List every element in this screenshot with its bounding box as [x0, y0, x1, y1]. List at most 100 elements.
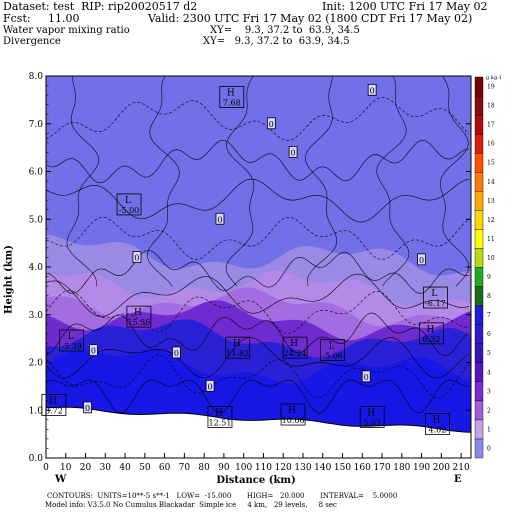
extremum-value: 5.02: [363, 418, 381, 427]
colorbar-swatch: [474, 343, 484, 363]
extremum-type: H: [290, 339, 298, 349]
colorbar-swatch: [474, 286, 484, 306]
x-tick-label: 190: [413, 463, 430, 473]
divergence-contour-v3: [304, 75, 338, 287]
extremum-box: [41, 394, 67, 416]
x-tick-label: 80: [198, 463, 210, 473]
extremum-type: H: [227, 88, 235, 98]
x-tick-label: 180: [393, 463, 410, 473]
x-axis-title: Distance (km): [216, 475, 296, 486]
x-start-label: W: [55, 474, 67, 485]
zero-contour-label: 0: [85, 404, 90, 413]
y-tick-label: 1.0: [29, 406, 44, 416]
extremum-type: H: [134, 308, 142, 318]
x-tick-label: 0: [43, 463, 49, 473]
extremum-type: H: [233, 339, 241, 349]
dataset-header: Dataset: test RIP: rip20020517 d2: [3, 0, 198, 13]
extremum-value: 6.32: [423, 335, 441, 344]
zero-contour-box: [83, 401, 92, 414]
colorbar-tick-label: 5: [487, 350, 491, 357]
extremum-type: L: [125, 196, 131, 206]
extremum-value: -5.39: [61, 342, 82, 351]
colorbar-swatch: [474, 114, 484, 135]
extremum-box: [359, 406, 385, 428]
x-tick-label: 10: [60, 463, 72, 473]
colorbar-tick-label: 19: [487, 84, 495, 91]
divergence-contour-10: [45, 97, 470, 141]
divergence-contour-0: [45, 379, 470, 414]
x-tick-label: 120: [275, 463, 292, 473]
colorbar-tick-label: 15: [487, 160, 495, 167]
zero-contour-box: [132, 251, 142, 263]
extremum-type: H: [432, 416, 440, 426]
extremum-type: L: [68, 332, 74, 342]
colorbar-tick-label: 2: [487, 407, 491, 414]
extremum-box: [207, 406, 233, 428]
colorbar-tick-label: 6: [487, 331, 491, 338]
colorbar-tick-label: 8: [487, 293, 491, 300]
extremum-value: 3.72: [45, 406, 63, 415]
extremum-box: [116, 193, 142, 216]
x-tick-label: 100: [235, 463, 252, 473]
contour-info: CONTOURS: UNITS=10**-5 s**-1 LOW= -15.00…: [47, 492, 398, 500]
x-tick-label: 150: [334, 463, 351, 473]
zero-contour-box: [288, 145, 298, 158]
extremum-box: [423, 286, 448, 309]
x-tick-label: 90: [218, 463, 230, 473]
x-tick-label: 210: [453, 463, 470, 473]
y-tick-label: 2.0: [29, 359, 44, 369]
colorbar-swatch: [474, 152, 484, 173]
y-tick-label: 6.0: [29, 168, 44, 178]
divergence-contour-v5: [439, 75, 470, 287]
zero-contour-label: 0: [174, 349, 179, 358]
x-tick-label: 40: [119, 463, 131, 473]
zero-contour-box: [266, 117, 276, 130]
y-axis-title-wrapper: Height (km): [2, 220, 16, 340]
colorbar-tick-label: 1: [487, 426, 491, 433]
y-tick-label: 8.0: [29, 72, 44, 82]
colorbar-swatch: [474, 95, 484, 116]
colorbar-swatch: [474, 381, 484, 402]
colorbar-tick-label: 10: [487, 255, 495, 262]
divergence-contour-6: [45, 249, 469, 294]
colorbar-tick-label: 9: [487, 274, 491, 281]
extremum-type: H: [367, 408, 375, 418]
extremum-box: [282, 336, 308, 359]
colorbar-swatch: [474, 229, 484, 249]
extremum-value: -6.17: [425, 299, 446, 308]
extremum-value: 7.68: [223, 98, 241, 107]
extremum-type: H: [288, 406, 296, 416]
zero-contour-label: 0: [208, 382, 213, 391]
colorbar-swatch: [474, 419, 484, 440]
y-tick-label: 7.0: [29, 120, 44, 130]
colorbar-tick-label: 4: [487, 369, 491, 376]
zero-contour-box: [417, 253, 426, 266]
x-end-label: E: [454, 474, 462, 485]
colorbar-swatch: [474, 267, 484, 287]
extremum-box: [219, 86, 245, 108]
y-tick-label: 4.0: [29, 263, 44, 273]
extremum-box: [126, 305, 152, 328]
y-axis-title: Height (km): [3, 245, 15, 314]
colorbar-swatch: [474, 248, 484, 268]
zero-contour-box: [205, 379, 215, 392]
colorbar-tick-label: 14: [487, 179, 495, 186]
divergence-contour-4: [45, 290, 470, 334]
colorbar-tick-label: 0: [487, 445, 491, 452]
field-name-1: Water vapor mixing ratio: [3, 25, 130, 36]
terrain: [45, 406, 472, 459]
x-tick-label: 140: [314, 463, 331, 473]
extremum-value: 11.82: [226, 349, 249, 358]
extremum-type: H: [427, 325, 435, 335]
colorbar-unit: g kg-1: [486, 75, 502, 81]
zero-contour-label: 0: [269, 120, 274, 129]
zero-contour-label: 0: [291, 148, 296, 157]
zero-contour-box: [215, 212, 225, 225]
valid-time: Valid: 2300 UTC Fri 17 May 02 (1800 CDT …: [148, 12, 473, 25]
x-tick-label: 30: [100, 463, 112, 473]
colorbar-tick-label: 17: [487, 122, 495, 129]
extremum-value: 10.06: [282, 416, 305, 425]
zero-contour-label: 0: [370, 86, 375, 95]
cross-section-xy-2: XY= 9.3, 37.2 to 63.9, 34.5: [203, 36, 350, 47]
